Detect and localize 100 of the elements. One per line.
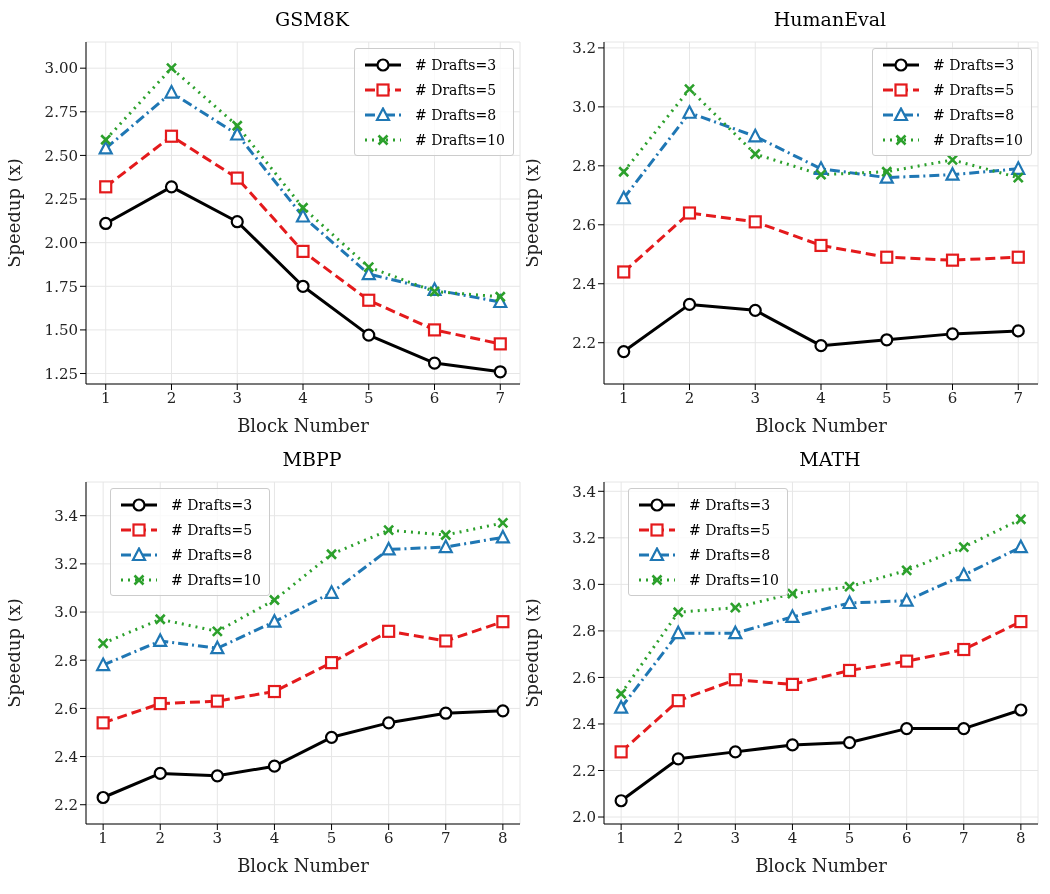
legend-label: # Drafts=10: [689, 571, 779, 588]
x-tick-label: 6: [383, 828, 394, 847]
x-tick-label: 8: [498, 828, 508, 847]
point: [748, 128, 763, 143]
chart-title: HumanEval: [772, 8, 888, 32]
x-tick-label: 1: [100, 388, 111, 407]
point: [210, 694, 224, 708]
point: [728, 745, 742, 759]
legend-label: # Drafts=5: [689, 521, 771, 538]
point: [153, 633, 168, 648]
legend-label: # Drafts=5: [171, 521, 253, 538]
point: [1011, 250, 1025, 264]
y-tick-label: 3.4: [572, 482, 596, 501]
point: [682, 105, 697, 119]
point: [814, 238, 828, 253]
y-tick-label: 2.2: [54, 796, 78, 815]
point: [99, 133, 112, 146]
legend-label: # Drafts=8: [933, 106, 1015, 123]
point: [748, 215, 762, 229]
y-tick-label: 2.6: [572, 216, 596, 235]
y-tick-label: 2.0: [572, 808, 596, 827]
y-tick-label: 2.00: [44, 233, 78, 252]
point: [496, 615, 510, 629]
x-tick-label: 8: [1016, 828, 1026, 847]
point: [362, 261, 375, 273]
point: [785, 677, 800, 692]
legend-label: # Drafts=5: [933, 81, 1015, 98]
legend-label: # Drafts=8: [689, 546, 771, 563]
y-tick-label: 2.50: [44, 146, 78, 165]
point: [900, 654, 914, 668]
x-tick-label: 7: [495, 388, 506, 407]
point: [683, 83, 696, 95]
y-tick-label: 1.25: [44, 364, 78, 383]
point: [497, 517, 509, 529]
legend-label: # Drafts=8: [415, 106, 497, 123]
point: [362, 293, 376, 307]
point: [427, 323, 442, 337]
x-tick-label: 7: [958, 828, 969, 847]
x-tick-label: 3: [232, 388, 243, 407]
point: [682, 297, 697, 311]
point: [616, 190, 631, 205]
point: [96, 657, 111, 672]
y-tick-label: 2.4: [54, 747, 78, 766]
chart-title: GSM8K: [274, 8, 351, 32]
point: [842, 663, 857, 678]
point: [900, 722, 914, 736]
y-tick-label: 3.0: [54, 603, 78, 622]
point: [1012, 171, 1025, 184]
point: [957, 722, 971, 736]
x-tick-label: 4: [298, 388, 308, 407]
point: [495, 529, 510, 544]
point: [96, 716, 110, 730]
point: [842, 595, 857, 610]
point: [267, 614, 282, 628]
point: [381, 541, 396, 556]
point: [728, 625, 743, 640]
point: [210, 640, 225, 655]
point: [1014, 614, 1028, 629]
point: [945, 327, 960, 341]
point: [231, 119, 244, 132]
point: [211, 625, 224, 638]
point: [230, 171, 244, 185]
point: [154, 613, 167, 626]
x-tick-label: 4: [269, 828, 280, 847]
x-tick-label: 4: [787, 828, 798, 847]
point: [362, 328, 376, 342]
point: [267, 759, 282, 773]
point: [1011, 324, 1025, 338]
y-tick-label: 2.2: [572, 334, 596, 353]
x-tick-label: 2: [684, 388, 695, 407]
legend-label: # Drafts=3: [689, 496, 771, 513]
point: [880, 333, 894, 347]
point: [230, 215, 244, 229]
y-tick-label: 1.75: [44, 277, 78, 296]
point: [153, 696, 167, 711]
point: [296, 279, 310, 293]
point: [671, 625, 686, 640]
x-tick-label: 6: [947, 388, 958, 407]
point: [210, 769, 224, 783]
point: [164, 85, 179, 99]
y-tick-label: 3.0: [572, 575, 596, 594]
point: [1014, 703, 1028, 717]
point: [614, 700, 629, 714]
point: [382, 624, 396, 638]
point: [814, 339, 828, 353]
point: [899, 593, 914, 607]
point: [672, 606, 685, 619]
point: [427, 356, 442, 370]
point: [614, 745, 628, 759]
x-tick-label: 3: [750, 388, 761, 407]
point: [749, 148, 762, 160]
y-tick-label: 2.6: [572, 668, 596, 687]
y-tick-label: 3.2: [54, 555, 78, 574]
point: [164, 129, 179, 143]
y-tick-label: 3.00: [44, 59, 78, 78]
point: [439, 706, 453, 720]
point: [438, 539, 453, 554]
y-tick-label: 2.25: [44, 190, 78, 209]
point: [295, 208, 311, 223]
x-tick-label: 1: [618, 388, 629, 407]
